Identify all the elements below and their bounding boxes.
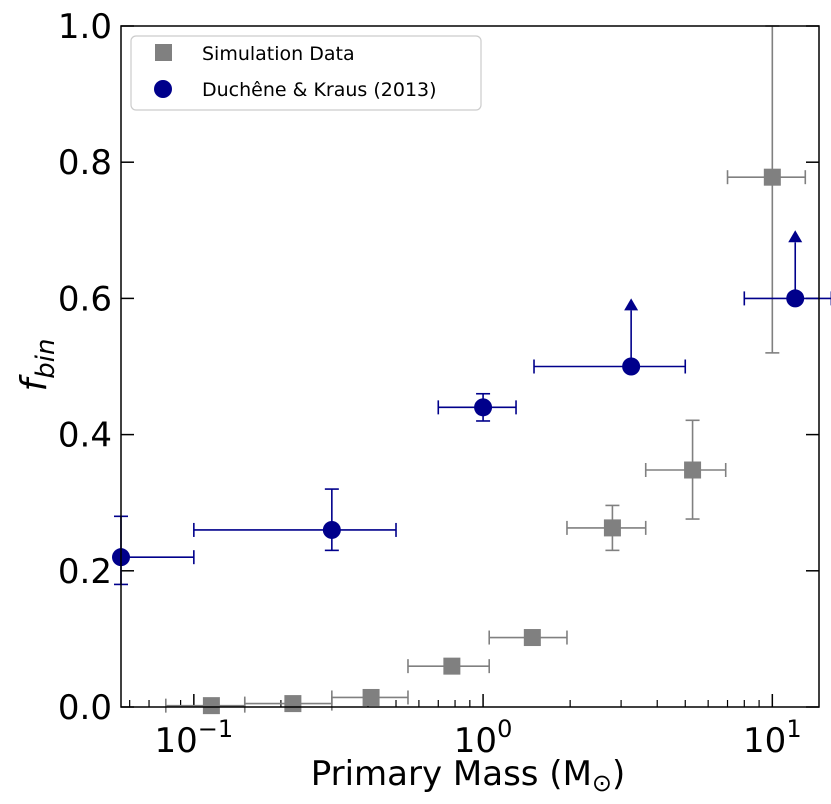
data-point xyxy=(474,398,493,417)
sun-symbol: ⊙ xyxy=(592,769,612,797)
data-point xyxy=(443,657,461,675)
y-axis-title: fbin xyxy=(14,339,61,392)
data-point xyxy=(523,629,541,647)
svg-text:fbin: fbin xyxy=(14,339,61,392)
tick-marks xyxy=(121,25,819,708)
legend-label-duchene: Duchêne & Kraus (2013) xyxy=(202,79,437,101)
y-tick-label: 1.0 xyxy=(58,7,112,47)
series-duchene xyxy=(112,230,831,586)
data-point xyxy=(786,289,805,308)
data-series xyxy=(112,25,831,715)
lower-limit-arrow xyxy=(788,230,803,243)
data-point xyxy=(603,519,621,537)
data-point xyxy=(684,461,702,479)
x-tick-label: 101 xyxy=(743,715,802,761)
legend: Simulation Data Duchêne & Kraus (2013) xyxy=(130,35,482,111)
y-tick-label: 0.6 xyxy=(58,279,112,319)
x-tick-label: 100 xyxy=(454,715,513,761)
y-axis-title-sub: bin xyxy=(31,339,61,379)
x-axis-title-close: ) xyxy=(612,754,625,794)
tick-labels: 0.0 0.2 0.4 0.6 0.8 1.0 10−1 100 101 xyxy=(58,7,802,761)
legend-box xyxy=(130,35,482,111)
data-point xyxy=(284,695,302,713)
x-axis-title: Primary Mass (M⊙) xyxy=(311,754,626,797)
y-tick-label: 0.4 xyxy=(58,416,112,456)
series-simulation xyxy=(165,25,807,715)
plot-frame xyxy=(120,25,820,708)
data-point xyxy=(202,697,220,715)
legend-label-simulation: Simulation Data xyxy=(202,43,355,65)
data-point xyxy=(622,357,641,376)
legend-marker-simulation xyxy=(155,44,172,61)
svg-text:Primary Mass (M⊙): Primary Mass (M⊙) xyxy=(311,754,626,797)
legend-marker-duchene xyxy=(154,80,172,98)
y-tick-label: 0.8 xyxy=(58,143,112,183)
data-point xyxy=(362,688,380,706)
x-tick-label: 10−1 xyxy=(155,715,234,761)
x-axis-title-text: Primary Mass (M xyxy=(311,754,592,794)
data-point xyxy=(763,168,781,186)
data-point xyxy=(322,520,341,539)
y-tick-label: 0.2 xyxy=(58,552,112,592)
lower-limit-arrow xyxy=(624,298,639,311)
y-tick-label: 0.0 xyxy=(58,688,112,728)
